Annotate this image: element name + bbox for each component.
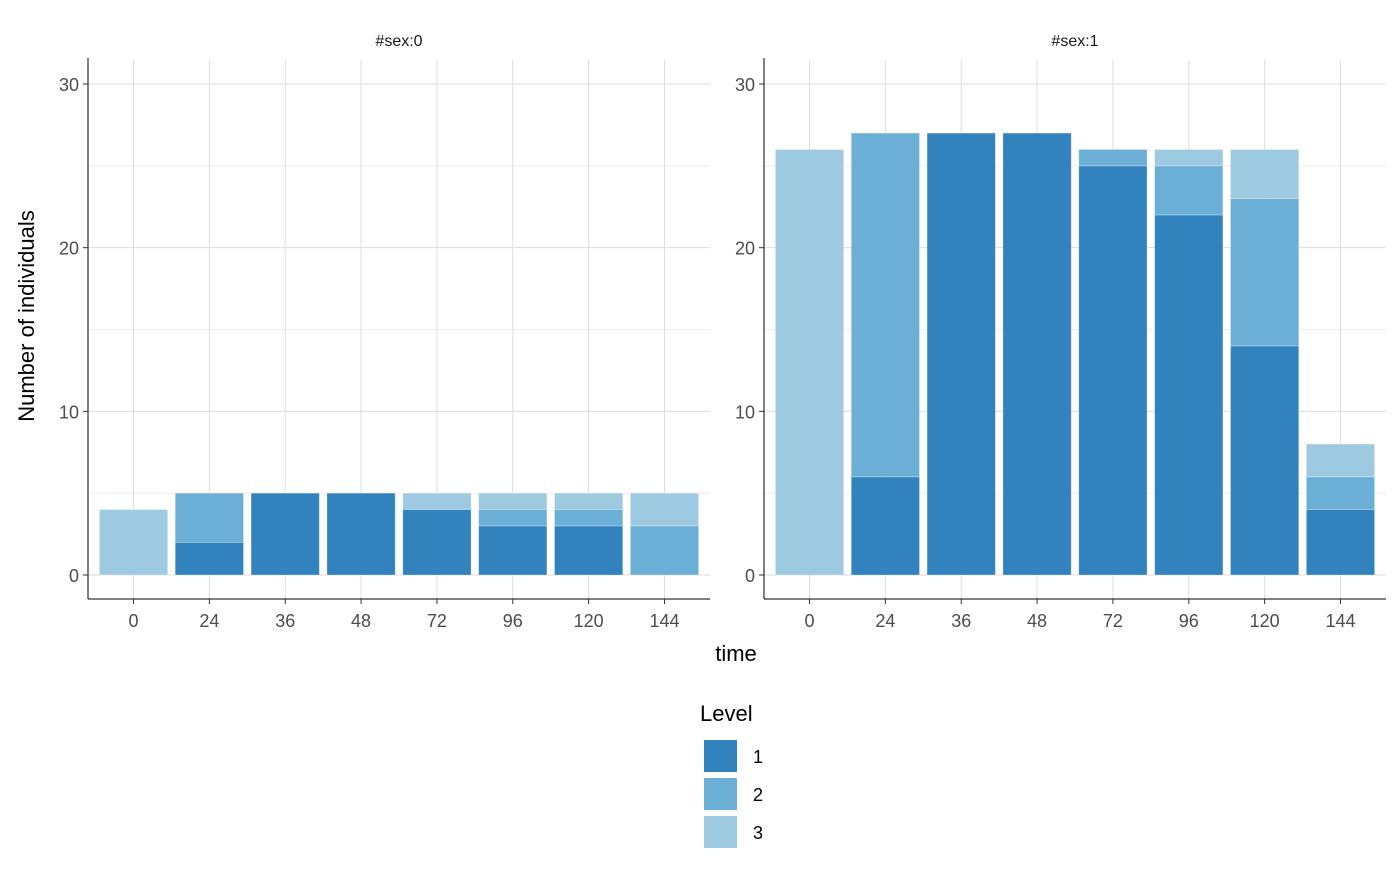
x-tick-label: 72 <box>1103 611 1123 631</box>
legend-label: 2 <box>753 785 763 805</box>
x-axis-label: time <box>715 641 757 666</box>
bar-segment-96-level-3 <box>478 492 548 510</box>
panel-0: 0 10 20 30 0 24 36 48 72 96 120 144 #sex:0 <box>59 33 710 631</box>
legend-key-level-3 <box>704 816 737 848</box>
x-tick-label: 96 <box>503 611 523 631</box>
bar-segment-144-level-2 <box>629 525 700 576</box>
x-tick-label: 120 <box>1250 611 1280 631</box>
bar-segment-120-level-3 <box>1230 149 1300 199</box>
x-tick-label: 48 <box>1027 611 1047 631</box>
y-tick-label: 30 <box>59 75 79 95</box>
bar-segment-72-level-2 <box>1078 149 1148 167</box>
x-tick-label: 24 <box>199 611 219 631</box>
bar-segment-0-level-3 <box>774 149 845 576</box>
bar-segment-120-level-2 <box>554 509 624 527</box>
x-tick-label: 24 <box>875 611 895 631</box>
x-tick-label: 48 <box>351 611 371 631</box>
x-tick-label: 36 <box>275 611 295 631</box>
legend-label: 3 <box>753 823 763 843</box>
bar-segment-96-level-1 <box>478 525 548 576</box>
bar-segment-144-level-3 <box>1305 443 1376 478</box>
bar-segment-120-level-3 <box>554 492 624 510</box>
bar-segment-96-level-1 <box>1154 214 1224 576</box>
bar-segment-48-level-1 <box>1002 132 1072 576</box>
bar-segment-36-level-1 <box>250 492 320 576</box>
bar-segment-120-level-2 <box>1230 198 1300 347</box>
x-tick-label: 96 <box>1179 611 1199 631</box>
bar-segment-0-level-3 <box>98 509 169 576</box>
legend-title: Level <box>700 701 753 726</box>
bar-segment-72-level-1 <box>1078 165 1148 576</box>
x-tick-label: 36 <box>951 611 971 631</box>
bar-segment-72-level-1 <box>402 509 472 576</box>
panel-1: 0 10 20 30 0 24 36 48 72 96 120 144 #sex:1 <box>735 33 1386 631</box>
x-tick-label: 0 <box>805 611 815 631</box>
y-tick-label: 20 <box>735 239 755 259</box>
bar-segment-48-level-1 <box>326 492 396 576</box>
x-tick-label: 120 <box>574 611 604 631</box>
bar-segment-96-level-2 <box>478 509 548 527</box>
bar-segment-24-level-2 <box>850 132 920 478</box>
bar-segment-144-level-1 <box>1305 509 1376 576</box>
legend-key-level-2 <box>704 778 737 810</box>
y-tick-label: 10 <box>735 402 755 422</box>
bar-segment-120-level-1 <box>1230 345 1300 576</box>
bar-segment-96-level-2 <box>1154 165 1224 216</box>
bar-segment-96-level-3 <box>1154 149 1224 167</box>
legend: Level 1 2 3 <box>700 701 763 848</box>
bar-segment-144-level-2 <box>1305 476 1376 510</box>
x-tick-label: 144 <box>1325 611 1355 631</box>
y-tick-label: 10 <box>59 402 79 422</box>
y-tick-label: 30 <box>735 75 755 95</box>
x-tick-label: 144 <box>649 611 679 631</box>
x-tick-label: 0 <box>129 611 139 631</box>
legend-key-level-1 <box>704 740 737 772</box>
panel-strip-title: #sex:0 <box>375 33 422 50</box>
bar-segment-72-level-3 <box>402 492 472 510</box>
y-tick-label: 0 <box>69 566 79 586</box>
bar-segment-144-level-3 <box>629 492 700 527</box>
panel-strip-title: #sex:1 <box>1051 33 1098 50</box>
x-tick-label: 72 <box>427 611 447 631</box>
legend-label: 1 <box>753 747 763 767</box>
y-axis-label: Number of individuals <box>14 210 39 422</box>
bar-segment-24-level-1 <box>174 541 244 576</box>
bar-segment-24-level-1 <box>850 476 920 576</box>
y-tick-label: 0 <box>745 566 755 586</box>
bar-segment-24-level-2 <box>174 492 244 543</box>
y-tick-label: 20 <box>59 239 79 259</box>
bar-segment-120-level-1 <box>554 525 624 576</box>
bar-segment-36-level-1 <box>926 132 996 576</box>
